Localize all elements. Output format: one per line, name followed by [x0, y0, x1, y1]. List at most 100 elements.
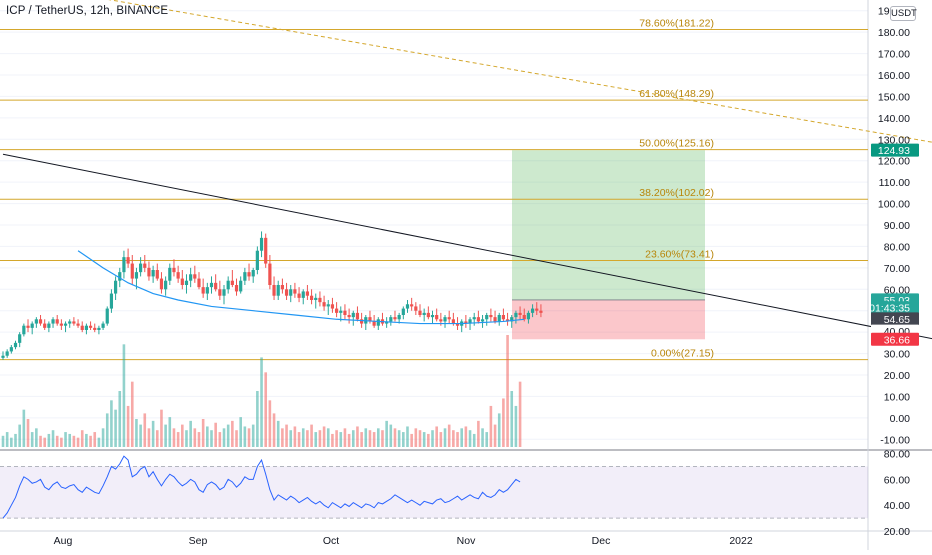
- volume-bar: [60, 437, 63, 447]
- volume-bar: [1, 435, 5, 447]
- volume-bar: [243, 426, 247, 447]
- candle-body: [322, 302, 326, 307]
- candle-body: [464, 321, 468, 324]
- volume-bar: [264, 372, 268, 447]
- candle-body: [9, 347, 13, 352]
- currency-button[interactable]: USDT: [890, 6, 917, 21]
- volume-bar: [489, 405, 493, 447]
- volume-bar: [35, 428, 38, 447]
- volume-bar: [268, 400, 272, 447]
- candle-body: [222, 289, 226, 296]
- candle-body: [168, 267, 172, 281]
- price-badge: [871, 301, 919, 315]
- volume-bar: [43, 437, 46, 447]
- volume-bar: [256, 391, 259, 447]
- volume-bar: [439, 432, 443, 447]
- volume-bar: [189, 420, 192, 447]
- volume-bar: [514, 405, 518, 447]
- volume-bar: [39, 435, 42, 447]
- candle-body: [376, 319, 380, 326]
- candle-body: [130, 263, 134, 279]
- candle-body: [214, 282, 218, 290]
- candle-body: [505, 319, 510, 322]
- candle-body: [43, 323, 47, 328]
- volume-bar: [427, 433, 430, 447]
- candle-body: [139, 263, 143, 273]
- volume-bar: [218, 432, 222, 447]
- time-tick-label: Dec: [592, 535, 611, 547]
- candle-body: [93, 327, 97, 330]
- candle-body: [393, 317, 397, 320]
- volume-bar: [368, 430, 372, 447]
- candle-body: [318, 297, 322, 303]
- candle-body: [122, 257, 126, 273]
- fib-level-label: 0.00%(27.15): [651, 348, 714, 360]
- fib-level-label: 38.20%(102.02): [639, 187, 714, 199]
- volume-bar: [385, 420, 388, 447]
- price-tick-label: 20.00: [884, 370, 910, 382]
- volume-bar: [122, 344, 126, 447]
- price-tick-label: 180.00: [878, 27, 910, 39]
- candle-body: [230, 280, 234, 285]
- candle-body: [343, 310, 347, 315]
- volume-bar: [26, 419, 30, 447]
- candle-body: [272, 285, 276, 296]
- candle-body: [455, 323, 460, 326]
- price-tick-label: 120.00: [878, 156, 910, 168]
- candle-body: [80, 325, 84, 330]
- candle-body: [493, 317, 497, 322]
- volume-bar: [318, 430, 322, 447]
- volume-bar: [506, 335, 509, 447]
- volume-bar: [226, 424, 230, 447]
- volume-bar: [231, 420, 234, 447]
- candle-body: [385, 321, 389, 324]
- volume-bar: [160, 409, 163, 447]
- candle-body: [430, 315, 435, 318]
- candle-body: [134, 272, 139, 279]
- candle-body: [526, 312, 531, 320]
- candle-body: [314, 297, 318, 300]
- volume-bar: [197, 432, 201, 447]
- volume-bar: [456, 432, 459, 447]
- volume-bar: [281, 428, 284, 447]
- candle-body: [38, 319, 43, 324]
- candle-body: [422, 312, 426, 315]
- candle-body: [447, 317, 451, 320]
- candle-body: [172, 267, 176, 273]
- candle-body: [26, 325, 30, 328]
- volume-bar: [393, 428, 397, 447]
- price-tick-label: 140.00: [878, 113, 910, 125]
- symbol-title: ICP / TetherUS, 12h, BINANCE: [6, 5, 169, 17]
- time-tick-label: Oct: [323, 535, 339, 547]
- volume-bar: [381, 430, 384, 447]
- candle-body: [243, 272, 247, 281]
- candle-body: [539, 310, 543, 313]
- time-tick-label: Sep: [189, 535, 208, 547]
- volume-bar: [502, 398, 505, 447]
- candle-body: [360, 319, 364, 324]
- price-tick-label: 150.00: [878, 91, 910, 103]
- volume-bar: [105, 413, 109, 447]
- volume-bar: [343, 428, 347, 447]
- volume-bar: [314, 432, 318, 447]
- candle-body: [418, 310, 422, 315]
- volume-bar: [452, 430, 455, 447]
- candle-body: [180, 278, 184, 285]
- volume-bar: [518, 381, 522, 447]
- candle-body: [13, 342, 18, 348]
- volume-bar: [356, 426, 359, 447]
- volume-bar: [80, 430, 84, 447]
- fib-level-label: 61.80%(148.29): [639, 88, 714, 100]
- candle-body: [297, 293, 301, 298]
- candle-body: [530, 308, 535, 313]
- price-badge-label: 54.65: [884, 314, 910, 326]
- candle-body: [335, 308, 339, 313]
- price-tick-label: -10.00: [880, 434, 910, 446]
- volume-bar: [101, 428, 105, 447]
- volume-bar: [30, 432, 34, 447]
- volume-bar: [406, 426, 409, 447]
- volume-bar: [410, 433, 413, 447]
- volume-bar: [397, 430, 401, 447]
